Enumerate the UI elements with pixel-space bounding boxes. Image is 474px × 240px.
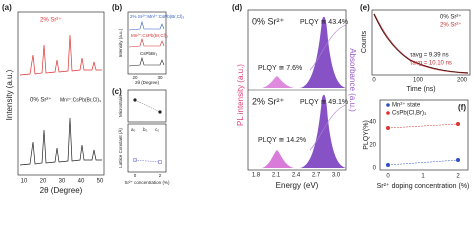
plqy: PLQY ≅ 49.1% [300,99,348,106]
x-label: 2θ (Degree) [135,80,160,85]
x-label: Energy (eV) [276,181,319,190]
y-label: Intensity (a.u.) [118,28,123,57]
legend: CsPb(Cl,Br)₃ [392,111,427,117]
x-label: Sr²⁺ concentration (%) [125,180,170,185]
frame [127,123,167,173]
plqy: PLQY ≅ 7.6% [258,65,302,72]
trace-label: 2% Sr²⁺:Mn²⁺:CsPb(Br,Cl)₃ [130,14,185,19]
x-tick: 50 [97,179,104,185]
trace [128,37,165,48]
x-tick: 0 [372,78,376,84]
trend [134,99,161,113]
x-tick: 200 [457,78,468,84]
trace-label: Mn²⁺:CsPb(Br,Cl)₃ [131,33,168,38]
panel-label: (b) [112,3,123,12]
decay [373,13,469,74]
x-tick: 2.1 [272,173,281,179]
tau: τavg = 9.39 ns [410,53,449,59]
panel-label: (a) [2,3,12,12]
frame [127,89,167,123]
marker [158,110,162,114]
y-label: Counts [361,30,368,53]
trend [387,123,459,129]
marker [133,158,137,162]
mn-peak [262,76,294,88]
y-label: Lattice Constant (Å) [117,128,123,168]
legend: a₀ [131,127,136,132]
trace [19,117,102,166]
legend: c₀ [155,127,159,132]
marker [386,126,390,130]
trend [387,159,459,166]
legend: Mn²⁺:CsPb(Br,Cl)₃ [60,97,101,103]
trace-label: CsPbBr₃ [140,51,158,56]
panel-label: (c) [112,87,122,96]
x-tick: 0 [134,173,137,178]
sample-title: 2% Sr²⁺ [252,96,285,106]
y-tick: 20 [369,143,376,149]
x-tick: 2 [456,174,460,180]
legend: 0% Sr²⁺ [30,97,52,104]
legend-marker [386,111,390,115]
x-tick: 20 [132,75,138,80]
legend: Mn²⁺ state [392,102,421,109]
x-tick: 40 [78,179,85,185]
frame [17,11,105,176]
x-tick: 0 [386,174,390,180]
y-tick: 0 [373,166,377,172]
trend [134,159,161,163]
x-label: Sr²⁺ doping concentration (%) [377,183,470,190]
sample-title: 0% Sr²⁺ [252,16,285,26]
legend: 2% Sr²⁺ [40,17,62,24]
legend: 2% Sr²⁺ [440,22,462,29]
panel-label: (e) [360,3,370,12]
trace [19,34,102,76]
x-tick: 2 [159,173,162,178]
x-tick: 10 [21,179,28,185]
marker [456,158,460,162]
y-tick: 40 [369,120,376,126]
tau: τavg = 10.10 ns [410,61,452,67]
figure: (a) 2% Sr²⁺ 0% Sr²⁺ Mn²⁺:CsPb(Br,Cl)₃ In… [2,3,471,195]
absorbance [309,104,347,151]
x-tick: 20 [40,179,47,185]
absorbance [309,24,347,71]
x-label: 2θ (Degree) [40,186,83,195]
y-label: Intensity (a.u.) [5,69,14,120]
pl-peak [300,16,346,89]
legend: b₀ [143,127,148,132]
trace [128,56,165,67]
x-tick: 1.8 [252,173,261,179]
marker [456,122,460,126]
y-label: Microstrain [118,95,123,118]
marker [133,98,137,102]
mn-peak [262,150,294,168]
x-tick: 100 [413,78,424,84]
y-label: PLQY(%) [363,120,370,150]
frame [379,99,469,171]
plqy: PLQY ≅ 14.2% [258,137,306,144]
y-label: PL intensity (a.u.) [236,64,245,126]
legend: 0% Sr²⁺ [440,14,462,21]
pl-peak [300,94,346,168]
legend-marker [386,103,390,107]
x-tick: 1 [421,174,425,180]
marker [386,163,390,167]
x-tick: 30 [157,75,163,80]
x-tick: 3.0 [332,173,341,179]
x-tick: 2.4 [292,173,301,179]
frame [371,9,471,76]
frame [127,11,167,75]
x-tick: 2.7 [312,173,321,179]
panel-label: (f) [458,103,466,112]
y2-label: Absorbance (a.u.) [348,48,357,112]
x-tick: 30 [59,179,66,185]
trace [128,20,165,31]
plqy: PLQY ≅ 43.4% [300,19,348,26]
marker [158,160,162,164]
x-label: Time (ns) [406,86,435,93]
page: (a) 2% Sr²⁺ 0% Sr²⁺ Mn²⁺:CsPb(Br,Cl)₃ In… [2,3,471,196]
panel-label: (d) [232,3,243,12]
